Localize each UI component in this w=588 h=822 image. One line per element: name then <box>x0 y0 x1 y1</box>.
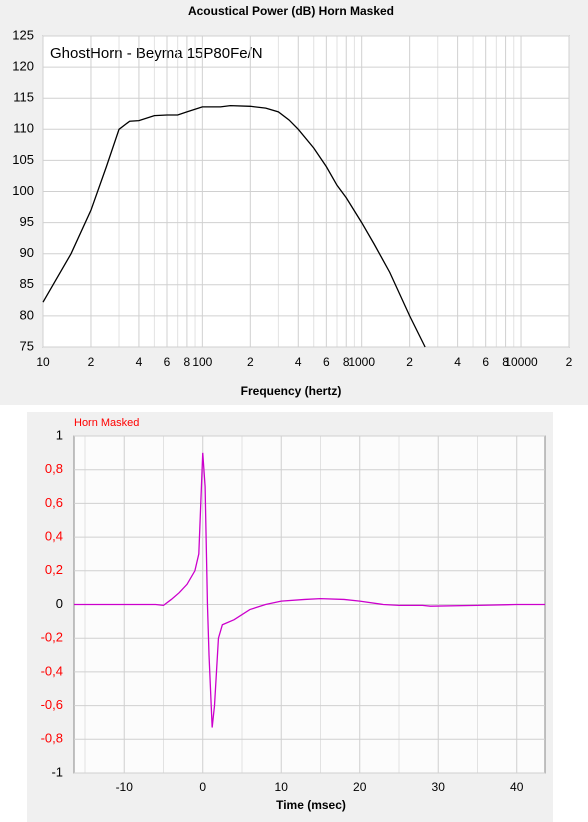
data-line <box>74 452 545 728</box>
y-tick-label: -0,8 <box>41 731 63 746</box>
y-tick-label: 115 <box>13 90 34 105</box>
x-tick-label: 4 <box>454 355 461 369</box>
y-tick-label: 75 <box>20 338 34 353</box>
y-tick-label: 125 <box>12 27 34 42</box>
y-tick-label: 0,6 <box>45 495 63 510</box>
x-tick-label: 10 <box>275 780 289 794</box>
y-tick-label: 85 <box>20 276 34 291</box>
y-tick-label: -0,2 <box>41 630 63 645</box>
x-tick-label: 2 <box>406 355 413 369</box>
x-tick-label: 4 <box>136 355 143 369</box>
x-tick-label: 2 <box>88 355 95 369</box>
y-tick-label: 0,4 <box>45 529 63 544</box>
y-tick-label: -1 <box>51 764 63 779</box>
y-tick-label: 90 <box>20 245 34 260</box>
y-tick-label: 80 <box>20 307 34 322</box>
annotation: GhostHorn - Beyma 15P80Fe/N <box>50 45 263 62</box>
x-tick-label: 1000 <box>348 355 375 369</box>
data-line <box>42 105 426 348</box>
x-tick-label: 8 <box>343 355 350 369</box>
x-tick-label: 8 <box>184 355 191 369</box>
x-tick-label: 2 <box>566 355 573 369</box>
x-tick-label: 100 <box>192 355 212 369</box>
y-tick-label: 105 <box>12 152 34 167</box>
x-tick-label: 6 <box>482 355 489 369</box>
y-tick-label: 95 <box>20 214 34 229</box>
x-tick-label: 0 <box>199 780 206 794</box>
y-tick-label: 0,2 <box>45 562 63 577</box>
x-tick-label: 40 <box>510 780 524 794</box>
x-tick-label: -10 <box>116 780 134 794</box>
y-tick-label: 110 <box>13 121 34 136</box>
x-axis-label: Frequency (hertz) <box>241 384 342 398</box>
x-tick-label: 20 <box>353 780 367 794</box>
y-tick-label: 100 <box>12 183 34 198</box>
legend: Horn Masked <box>74 417 139 429</box>
y-tick-label: 120 <box>12 59 34 74</box>
x-tick-label: 6 <box>164 355 171 369</box>
y-tick-label: 0 <box>56 596 63 611</box>
x-tick-label: 10 <box>36 355 50 369</box>
x-tick-label: 6 <box>323 355 330 369</box>
x-tick-label: 8 <box>502 355 509 369</box>
x-tick-label: 30 <box>432 780 446 794</box>
x-tick-label: 2 <box>247 355 254 369</box>
x-tick-label: 4 <box>295 355 302 369</box>
y-tick-label: 1 <box>56 427 63 442</box>
y-tick-label: -0,4 <box>41 663 63 678</box>
y-tick-label: -0,6 <box>41 697 63 712</box>
y-tick-label: 0,8 <box>45 461 63 476</box>
x-tick-label: 10000 <box>504 355 538 369</box>
x-axis-label: Time (msec) <box>276 798 346 812</box>
chart-title: Acoustical Power (dB) Horn Masked <box>188 4 394 18</box>
